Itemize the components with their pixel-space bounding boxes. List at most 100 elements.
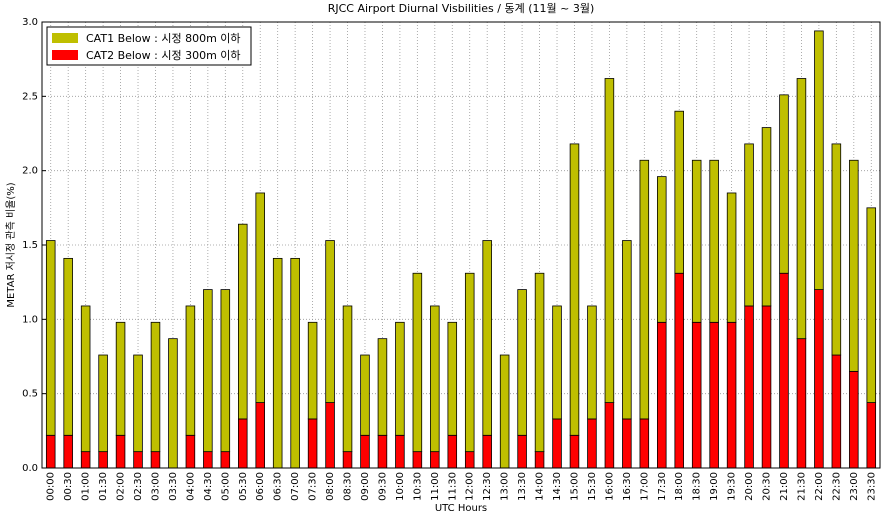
legend-swatch (52, 50, 78, 60)
bar-segment (622, 240, 632, 420)
x-tick-label: 10:00 (395, 472, 406, 501)
bar-segment (796, 338, 807, 469)
bar-segment (691, 321, 702, 469)
bar-segment (342, 451, 353, 469)
bar-segment (325, 240, 335, 403)
bar-segment (45, 434, 56, 469)
bar-segment (517, 434, 527, 469)
x-tick-label: 09:30 (377, 472, 388, 501)
plot-frame (41, 21, 881, 469)
bar-segment (517, 289, 527, 436)
x-tick-label: 11:00 (430, 472, 441, 501)
bar-segment (464, 451, 475, 469)
x-tick-label: 07:30 (308, 472, 319, 501)
bar-segment (744, 143, 754, 307)
bar-segment (587, 418, 597, 469)
bar-segment (552, 418, 562, 469)
x-tick-label: 09:00 (360, 472, 371, 501)
bar-segment (779, 94, 789, 274)
bar-segment (849, 159, 859, 372)
bar-segment (831, 143, 842, 356)
x-tick-label: 19:30 (727, 472, 738, 501)
bar-segment (534, 451, 545, 469)
x-tick-label: 06:00 (255, 472, 266, 501)
bar-segment (674, 110, 684, 274)
y-tick-label: 0.0 (22, 463, 38, 474)
x-tick-label: 04:30 (203, 472, 214, 501)
x-tick-label: 01:30 (98, 472, 109, 501)
bar-segment (657, 176, 667, 323)
bar-segment (709, 321, 719, 469)
bar-segment (866, 402, 877, 469)
x-tick-label: 20:30 (762, 472, 773, 501)
legend-label: CAT1 Below : 시정 800m 이하 (86, 31, 241, 45)
x-tick-label: 13:30 (517, 472, 528, 501)
bar-segment (761, 127, 772, 307)
bar-segment (150, 321, 161, 453)
bar-segment (98, 354, 108, 453)
x-tick-label: 06:30 (273, 472, 284, 501)
x-tick-label: 08:30 (343, 472, 354, 501)
bar-segment (203, 451, 213, 469)
x-tick-label: 05:00 (220, 472, 231, 501)
bar-segment (238, 223, 248, 420)
x-tick-label: 05:30 (238, 472, 249, 501)
bar-segment (238, 418, 248, 469)
bar-segment (45, 240, 56, 436)
bar-segment (377, 434, 388, 469)
bar-segment (255, 192, 265, 403)
bar-segment (744, 305, 754, 469)
bar-segment (342, 305, 353, 453)
bar-segment (255, 402, 265, 469)
bar-segment (849, 370, 859, 469)
bar-segment (325, 402, 335, 469)
bar-segment (814, 289, 824, 469)
legend: CAT1 Below : 시정 800m 이하 CAT2 Below : 시정 3… (46, 26, 252, 66)
bar-segment (482, 240, 492, 436)
bar-segment (499, 354, 510, 469)
x-tick-label: 18:30 (692, 472, 703, 501)
bar-segment (133, 451, 143, 469)
x-tick-label: 00:00 (46, 472, 57, 501)
x-tick-label: 17:00 (639, 472, 650, 501)
x-tick-label: 18:00 (674, 472, 685, 501)
x-tick-label: 15:30 (587, 472, 598, 501)
bar-segment (482, 434, 492, 469)
bar-segment (185, 434, 196, 469)
bar-segment (604, 78, 615, 403)
x-tick-label: 02:00 (116, 472, 127, 501)
chart-title: RJCC Airport Diurnal Visbilities / 동계 (1… (328, 2, 595, 15)
bar-segment (115, 321, 126, 436)
bar-segment (395, 321, 405, 436)
bar-segment (796, 78, 807, 340)
bar-segment (447, 321, 458, 436)
bar-segment (272, 257, 283, 469)
x-tick-label: 04:00 (185, 472, 196, 501)
bar-segment (98, 451, 108, 469)
x-tick-label: 02:30 (133, 472, 144, 501)
x-tick-label: 12:00 (465, 472, 476, 501)
bar-segment (115, 434, 126, 469)
bar-segment (831, 354, 842, 469)
bar-segment (691, 159, 702, 323)
bar-segment (395, 434, 405, 469)
bar-segment (709, 159, 719, 323)
bar-segment (430, 305, 440, 453)
y-tick-label: 2.5 (22, 91, 38, 102)
bar-segment (307, 418, 318, 469)
x-tick-label: 03:00 (150, 472, 161, 501)
x-tick-label: 16:30 (622, 472, 633, 501)
bar-segment (569, 434, 580, 469)
x-tick-label: 16:00 (604, 472, 615, 501)
bar-segment (168, 338, 178, 469)
x-tick-label: 22:30 (831, 472, 842, 501)
x-tick-label: 21:30 (796, 472, 807, 501)
legend-label: CAT2 Below : 시정 300m 이하 (86, 48, 241, 62)
bar-segment (220, 289, 231, 453)
bar-segment (80, 305, 91, 453)
y-tick-label: 1.0 (22, 314, 38, 325)
x-tick-label: 23:30 (866, 472, 877, 501)
bar-segment (726, 321, 737, 469)
x-tick-label: 23:00 (849, 472, 860, 501)
